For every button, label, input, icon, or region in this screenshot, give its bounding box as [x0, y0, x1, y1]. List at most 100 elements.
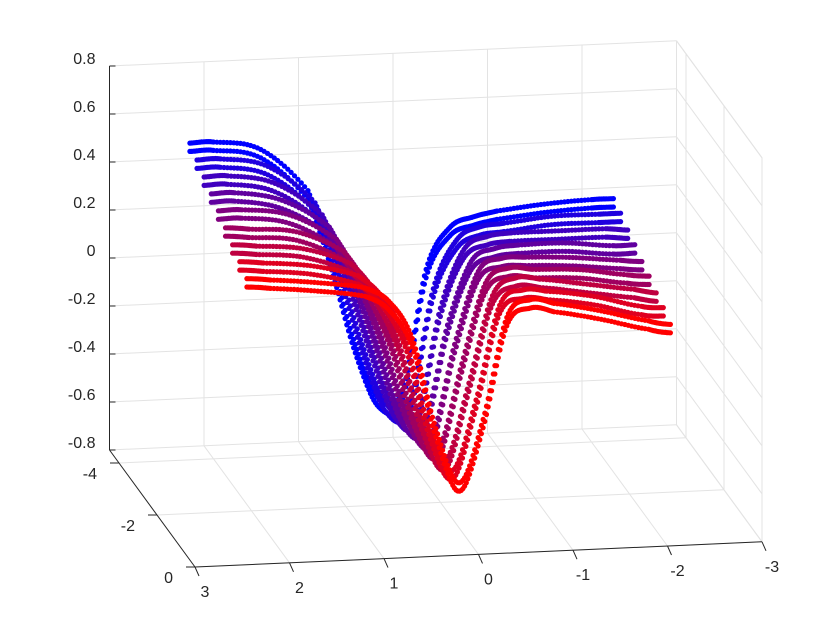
data-point	[457, 375, 463, 381]
side-wall-grid-line-z	[676, 232, 763, 351]
data-point	[455, 298, 461, 304]
data-point	[356, 317, 362, 323]
data-point	[464, 350, 470, 356]
data-point	[417, 401, 423, 408]
data-point	[448, 363, 454, 369]
floor-grid-line-x	[203, 445, 290, 564]
data-point	[490, 333, 496, 339]
data-point	[429, 353, 435, 359]
data-point	[413, 354, 419, 360]
data-point	[393, 362, 399, 368]
data-point	[367, 328, 373, 334]
data-point	[431, 344, 437, 350]
data-point	[390, 401, 397, 407]
data-point	[424, 426, 430, 433]
data-point	[357, 299, 363, 305]
data-point	[483, 362, 489, 368]
data-point	[452, 442, 458, 448]
data-point	[401, 411, 407, 417]
data-point	[291, 173, 298, 179]
data-point	[472, 318, 478, 325]
data-point	[405, 380, 411, 387]
data-point	[475, 443, 481, 449]
data-point	[416, 367, 422, 373]
data-point	[450, 404, 456, 410]
data-point	[465, 437, 471, 443]
data-point	[468, 382, 474, 388]
data-point	[446, 475, 452, 481]
data-point	[383, 398, 389, 404]
data-point	[281, 163, 287, 169]
data-point	[425, 316, 431, 322]
data-point	[449, 411, 455, 417]
data-point	[492, 371, 498, 377]
data-point	[366, 348, 373, 354]
data-point	[480, 378, 486, 384]
data-point	[407, 360, 413, 366]
data-point	[438, 450, 444, 456]
data-point	[418, 354, 424, 360]
data-point	[441, 394, 448, 400]
data-point	[373, 368, 379, 374]
data-point	[437, 313, 443, 320]
data-point	[422, 421, 428, 427]
data-point	[451, 308, 457, 314]
data-point	[452, 350, 458, 356]
data-point	[434, 327, 440, 333]
data-point	[478, 341, 484, 347]
data-point	[390, 351, 396, 357]
data-point	[351, 323, 357, 329]
data-point	[347, 334, 353, 340]
data-point	[478, 431, 484, 437]
data-point	[431, 429, 437, 435]
data-point	[298, 180, 304, 186]
data-point	[470, 288, 476, 294]
data-point	[465, 476, 471, 482]
data-point	[408, 339, 414, 346]
data-point	[388, 346, 394, 352]
data-point	[428, 260, 434, 266]
data-point	[479, 334, 485, 340]
data-point	[488, 340, 494, 346]
data-point	[420, 431, 426, 437]
data-point	[374, 329, 380, 335]
x-tick-label: 0	[484, 571, 493, 588]
data-point	[377, 378, 383, 385]
data-point	[466, 431, 472, 437]
data-point	[366, 370, 372, 376]
data-point	[484, 315, 490, 321]
data-point	[381, 348, 387, 354]
data-point	[440, 456, 446, 462]
data-point	[471, 411, 477, 418]
data-point	[370, 358, 376, 364]
data-point	[487, 396, 493, 402]
data-point	[493, 320, 499, 326]
data-point	[450, 313, 456, 320]
data-point	[459, 415, 465, 421]
data-point	[420, 289, 426, 295]
data-point	[350, 296, 356, 302]
back-wall-grid-line-z	[109, 88, 677, 115]
data-point	[459, 455, 466, 461]
data-point	[361, 374, 367, 380]
data-point	[432, 335, 438, 341]
data-point	[646, 273, 652, 279]
floor-grid-line-y	[156, 489, 725, 516]
data-point	[481, 370, 487, 376]
data-point	[421, 388, 427, 394]
data-point	[398, 402, 404, 408]
side-wall-grid-line-z	[676, 424, 763, 543]
data-point	[295, 176, 301, 182]
z-tick-label: 0.6	[73, 99, 95, 116]
data-point	[463, 443, 469, 449]
data-point	[398, 356, 404, 362]
floor-grid-line-x	[487, 432, 574, 551]
data-point	[632, 242, 638, 248]
data-point	[389, 396, 395, 402]
data-point	[418, 374, 424, 380]
z-tick-label: 0.2	[73, 195, 95, 212]
data-point	[464, 395, 470, 401]
data-point	[406, 410, 412, 416]
data-point	[349, 317, 355, 323]
data-point	[401, 393, 407, 399]
